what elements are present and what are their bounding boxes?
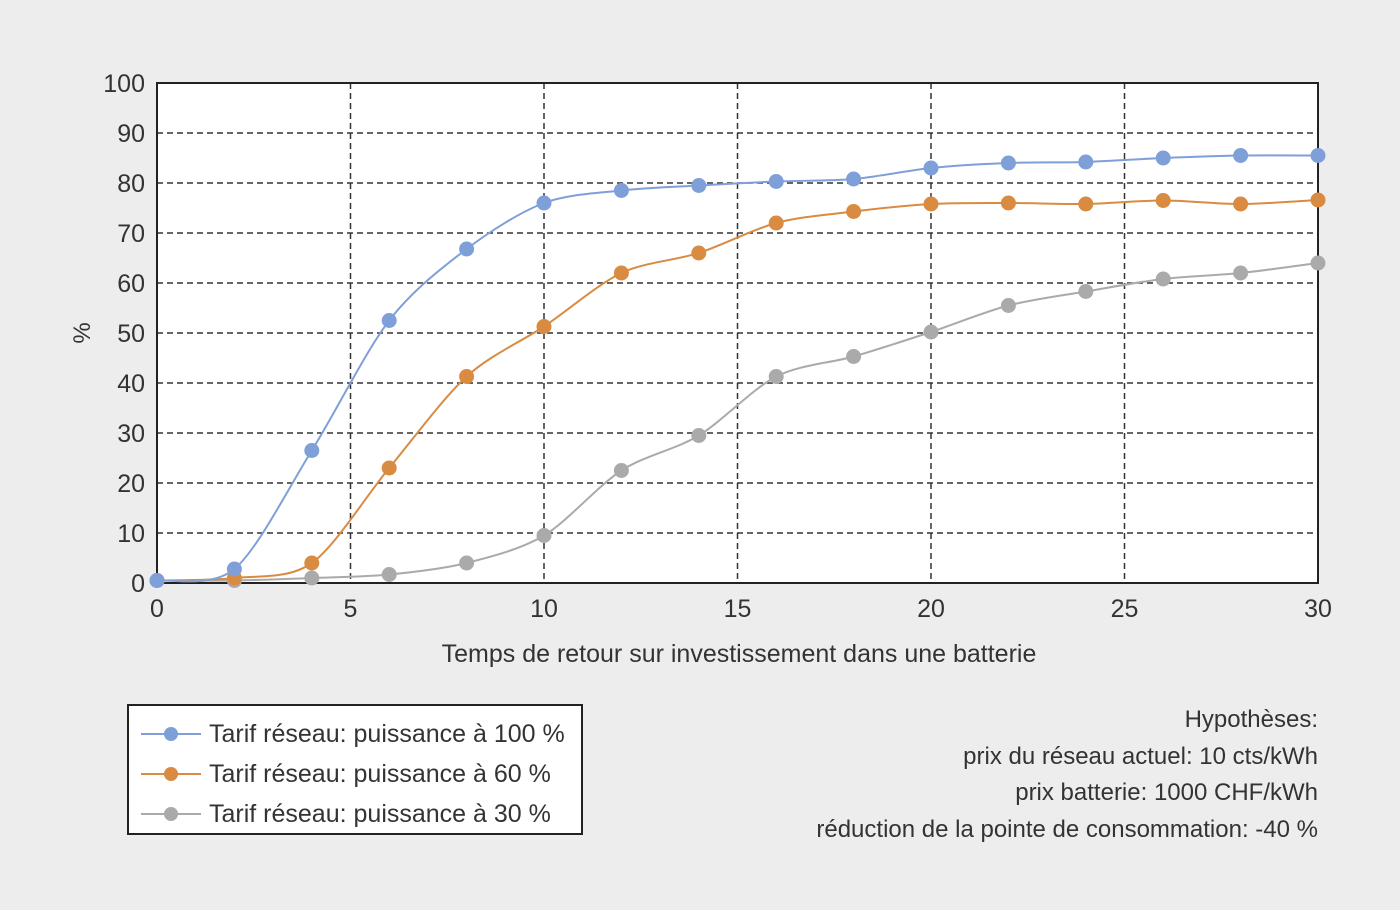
data-point-marker-icon	[304, 570, 320, 586]
data-point-marker-icon	[613, 265, 629, 281]
data-point-marker-icon	[1310, 192, 1326, 208]
x-tick-label: 5	[344, 595, 358, 623]
legend-label: Tarif réseau: puissance à 30 %	[209, 799, 551, 828]
legend-label: Tarif réseau: puissance à 60 %	[209, 759, 551, 788]
data-point-marker-icon	[459, 369, 475, 384]
data-point-marker-icon	[459, 241, 475, 257]
data-point-marker-icon	[1233, 265, 1249, 281]
data-point-marker-icon	[923, 324, 939, 340]
hypothesis-line: prix batterie: 1000 CHF/kWh	[1015, 779, 1318, 806]
data-point-marker-icon	[536, 319, 552, 334]
hypotheses-title: Hypothèses:	[1184, 706, 1318, 733]
data-point-marker-icon	[381, 460, 397, 476]
y-tick-label: 40	[117, 370, 145, 398]
y-axis-ticks: 0 10 20 30 40 50 60 70 80 90 100	[103, 70, 145, 598]
plot-border	[156, 82, 1319, 584]
data-point-marker-icon	[1155, 193, 1171, 208]
data-point-marker-icon	[1078, 196, 1094, 212]
data-point-marker-icon	[459, 555, 475, 571]
data-point-marker-icon	[1310, 255, 1326, 271]
legend-marker-icon	[141, 767, 201, 781]
data-point-marker-icon	[768, 369, 784, 384]
data-point-marker-icon	[304, 555, 320, 571]
x-axis-label: Temps de retour sur investissement dans …	[442, 640, 1037, 668]
x-tick-label: 0	[150, 595, 164, 623]
data-point-marker-icon	[613, 183, 629, 198]
y-axis-label: %	[69, 322, 96, 343]
data-point-marker-icon	[846, 171, 862, 187]
x-axis-ticks: 0 5 10 15 20 25 30	[150, 595, 1332, 623]
legend-marker-icon	[141, 727, 201, 741]
y-tick-label: 50	[117, 320, 145, 348]
legend-item-60: Tarif réseau: puissance à 60 %	[141, 754, 581, 794]
y-tick-label: 80	[117, 170, 145, 198]
data-point-marker-icon	[304, 443, 320, 458]
hypothesis-line: réduction de la pointe de consommation: …	[816, 815, 1318, 843]
data-point-marker-icon	[691, 178, 707, 193]
y-tick-label: 90	[117, 120, 145, 148]
data-point-marker-icon	[536, 528, 552, 543]
data-point-marker-icon	[1078, 284, 1094, 299]
series-line	[149, 148, 1326, 588]
data-point-marker-icon	[846, 204, 862, 219]
data-point-marker-icon	[613, 463, 629, 478]
x-tick-label: 30	[1304, 595, 1332, 623]
legend-marker-icon	[141, 807, 201, 821]
data-point-marker-icon	[149, 573, 165, 588]
data-point-marker-icon	[1000, 195, 1016, 211]
x-tick-label: 20	[917, 595, 945, 623]
data-point-marker-icon	[768, 215, 784, 231]
data-point-marker-icon	[381, 313, 397, 328]
line-chart: 0 10 20 30 40 50 60 70 80 90 100 0 5 10 15 20 25 30 % Te…	[69, 70, 1332, 668]
data-point-marker-icon	[1233, 196, 1249, 212]
data-point-marker-icon	[226, 561, 242, 577]
data-point-marker-icon	[1000, 155, 1016, 171]
legend-item-100: Tarif réseau: puissance à 100 %	[141, 714, 581, 754]
x-tick-label: 10	[530, 595, 558, 623]
data-point-marker-icon	[691, 245, 707, 261]
y-tick-label: 100	[103, 70, 145, 98]
data-point-marker-icon	[923, 160, 939, 176]
x-tick-label: 15	[724, 595, 752, 623]
y-tick-label: 70	[117, 220, 145, 248]
data-point-marker-icon	[768, 174, 784, 189]
data-point-marker-icon	[1310, 148, 1326, 163]
y-tick-label: 60	[117, 270, 145, 298]
hypothesis-line: prix du réseau actuel: 10 cts/kWh	[963, 742, 1318, 770]
data-point-marker-icon	[691, 428, 707, 443]
data-point-marker-icon	[923, 196, 939, 212]
data-point-marker-icon	[846, 349, 862, 364]
data-point-marker-icon	[381, 567, 397, 582]
x-tick-label: 25	[1111, 595, 1139, 623]
y-tick-label: 10	[117, 520, 145, 548]
hypotheses-note: Hypothèses: prix du réseau actuel: 10 ct…	[816, 702, 1318, 848]
data-point-marker-icon	[1155, 271, 1171, 287]
data-point-marker-icon	[1078, 154, 1094, 170]
series-group	[149, 148, 1326, 588]
data-point-marker-icon	[1233, 148, 1249, 163]
data-point-marker-icon	[1155, 150, 1171, 166]
legend-label: Tarif réseau: puissance à 100 %	[209, 719, 565, 748]
chart-legend: Tarif réseau: puissance à 100 % Tarif ré…	[127, 704, 583, 835]
y-tick-label: 20	[117, 470, 145, 498]
data-point-marker-icon	[1000, 298, 1016, 313]
y-tick-label: 30	[117, 420, 145, 448]
legend-item-30: Tarif réseau: puissance à 30 %	[141, 794, 581, 834]
y-tick-label: 0	[131, 570, 145, 598]
data-point-marker-icon	[536, 195, 552, 211]
